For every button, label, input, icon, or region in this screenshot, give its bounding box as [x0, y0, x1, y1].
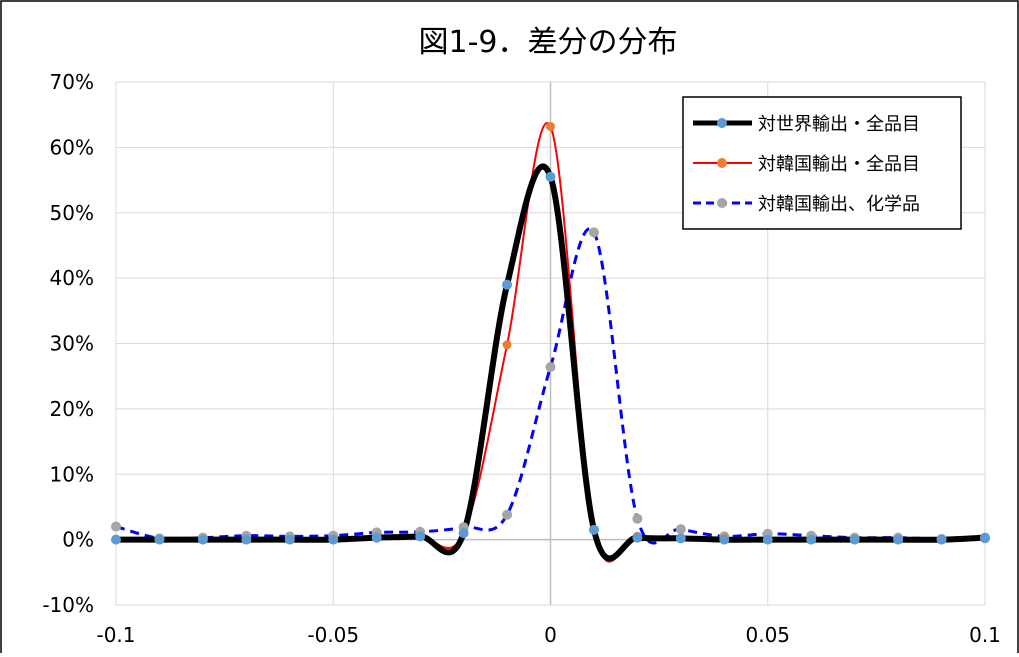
series-0-point [328, 534, 339, 545]
series-0-point [415, 531, 426, 542]
y-tick-label: 10% [50, 462, 94, 486]
y-tick-label: -10% [42, 593, 94, 617]
series-2-point [675, 524, 686, 535]
y-tick-label: 50% [50, 201, 94, 225]
legend-label-1: 対韓国輸出・全品目 [758, 154, 920, 175]
series-1-point [546, 121, 555, 131]
series-0-point [458, 528, 469, 539]
series-0-point [849, 534, 860, 545]
series-0-point [762, 534, 773, 545]
series-0-point [502, 279, 513, 290]
series-2-point [632, 513, 643, 524]
series-0-point [980, 532, 990, 543]
x-tick-label: -0.1 [96, 623, 135, 647]
series-0-point [719, 534, 730, 545]
y-tick-label: 0% [62, 528, 94, 552]
x-tick-label: 0.1 [969, 623, 1001, 647]
x-tick-label: -0.05 [307, 623, 359, 647]
legend-marker-1 [717, 158, 727, 168]
legend-marker-2 [717, 198, 727, 208]
series-2-point [111, 521, 121, 532]
series-0-point [284, 534, 295, 545]
legend-marker-0 [717, 118, 727, 128]
series-0-point [371, 532, 382, 543]
y-tick-label: 20% [50, 397, 94, 421]
y-tick-label: 70% [50, 70, 94, 94]
y-tick-label: 30% [50, 332, 94, 356]
series-layer [111, 121, 990, 563]
series-0-point [806, 534, 817, 545]
series-0-point [197, 534, 208, 545]
series-1-point [502, 340, 512, 350]
series-0-point [936, 534, 947, 545]
x-tick-label: 0.05 [745, 623, 790, 647]
series-0-point [588, 524, 599, 535]
x-tick-label: 0 [544, 623, 557, 647]
legend-label-0: 対世界輸出・全品目 [758, 114, 920, 135]
series-0-point [111, 534, 121, 545]
series-0-point [545, 171, 556, 182]
series-2-point [545, 362, 556, 373]
series-0-point [154, 534, 165, 545]
series-line-2 [115, 227, 986, 545]
y-tick-label: 40% [50, 266, 94, 290]
series-0-point [675, 533, 686, 544]
series-0-point [893, 534, 904, 545]
legend-label-2: 対韓国輸出、化学品 [758, 194, 920, 215]
series-0-point [632, 532, 643, 543]
series-2-point [502, 509, 513, 520]
series-0-point [241, 534, 252, 545]
y-tick-label: 60% [50, 135, 94, 159]
chart-title: 図1-9．差分の分布 [419, 25, 678, 60]
series-2-point [588, 227, 599, 238]
